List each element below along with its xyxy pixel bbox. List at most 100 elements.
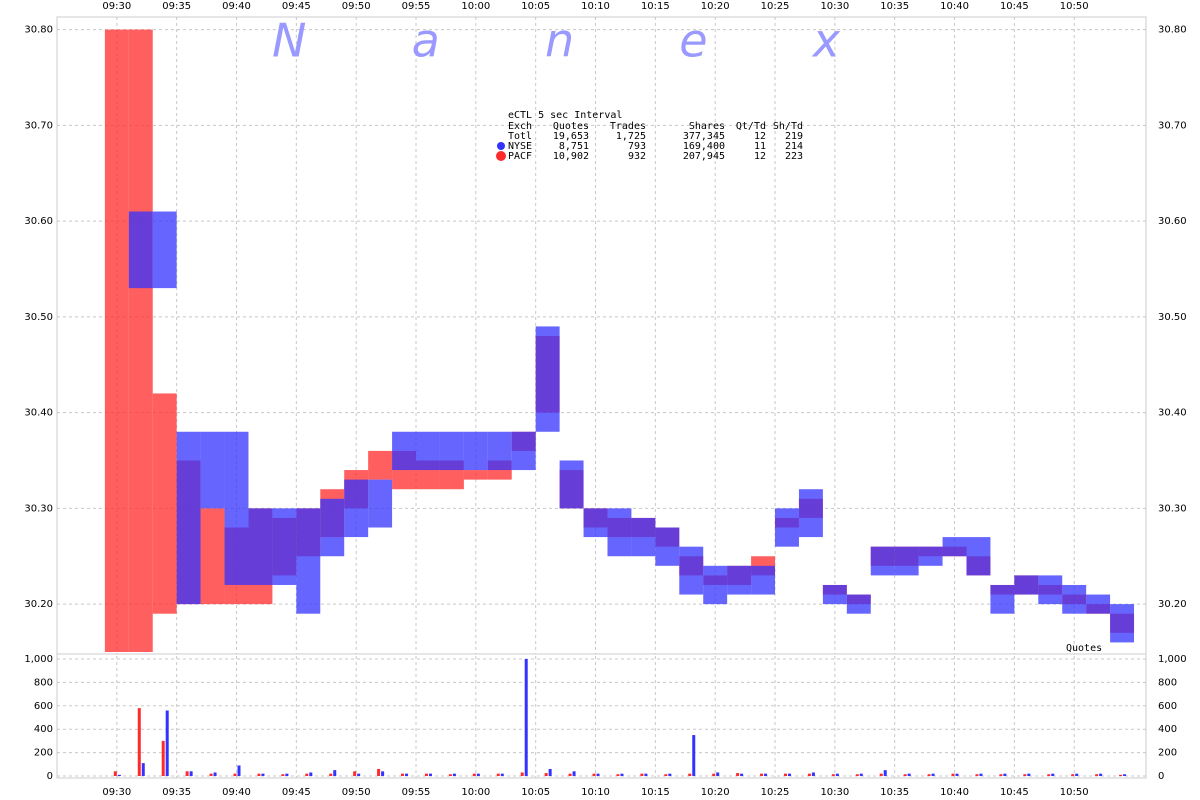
table-header: Qt/Td [736,121,766,132]
legend-label: PACF [508,151,532,162]
x-tick-label: 10:05 [521,1,550,12]
table-cell: 11 [754,141,766,152]
volume-bar [452,773,456,776]
volume-bar [257,773,261,776]
quote-range [511,431,536,471]
table-header: Exch [508,121,532,132]
table-cell: 214 [785,141,803,152]
volume-bar [568,773,572,776]
volume-bar [165,710,169,776]
quote-range [200,431,225,509]
volume-bar [688,773,692,776]
quote-range [272,508,297,585]
quote-range [224,431,249,585]
watermark: N a n e x [272,14,841,68]
volume-bar [764,773,768,776]
x-tick-label: 10:25 [761,787,790,798]
table-cell: 223 [785,151,803,162]
x-tick-label: 09:35 [162,787,191,798]
quote-range [104,29,129,653]
legend-marker [496,151,506,161]
quote-range [918,546,943,566]
quote-range [727,565,752,595]
y-tick-label: 30.80 [24,25,53,36]
quote-range [1062,584,1087,614]
x-tick-label: 09:40 [222,787,251,798]
volume-bar [213,772,217,776]
volume-bar [736,773,740,776]
quote-range [320,498,345,557]
volume-bar [1051,773,1055,776]
table-header: Quotes [553,121,589,132]
x-tick-label: 09:35 [162,1,191,12]
quote-range [775,508,799,547]
x-tick-label: 10:40 [940,787,969,798]
volume-bar [209,773,213,776]
table-cell: Totl [508,131,532,142]
x-tick-label: 10:20 [701,787,730,798]
x-tick-label: 10:15 [641,1,670,12]
volume-bar [405,773,409,776]
volume-bar [544,773,548,776]
x-tick-label: 09:30 [102,787,131,798]
volume-bar [1003,773,1007,776]
volume-bar [879,773,883,776]
table-cell: 219 [785,131,803,142]
quote-range [487,431,512,471]
x-tick-label: 10:00 [461,787,490,798]
quote-range [344,479,369,538]
y-tick-label-right: 1,000 [1158,654,1187,665]
y-tick-label-right: 30.40 [1158,408,1187,419]
y-tick-label: 0 [47,771,53,782]
volume-bar [524,659,528,776]
x-tick-label: 10:45 [1000,1,1029,12]
volume-bar [640,773,644,776]
quote-range [463,470,488,480]
plot-frame [56,653,1147,779]
quote-range [368,450,393,480]
volume-bar [592,773,596,776]
y-tick-label: 30.50 [24,312,53,323]
volume-bar [424,773,428,776]
volume-bar [831,774,835,776]
quote-range [1038,575,1063,605]
x-tick-label: 10:35 [880,787,909,798]
volume-bar [381,771,385,776]
y-tick-label: 600 [34,701,53,712]
annotation: Quotes [1066,643,1102,654]
quote-range [128,29,153,653]
volume-bar [428,773,432,776]
y-tick-label-right: 30.50 [1158,312,1187,323]
y-tick-label: 800 [34,677,53,688]
volume-bar [783,773,787,776]
quote-range [535,326,560,432]
table-cell: 12 [754,151,766,162]
quote-range [200,508,225,605]
volume-bar [137,708,141,776]
volume-bar [644,773,648,776]
volume-bar [113,771,117,776]
quote-range [439,431,464,471]
quote-range [296,508,321,614]
table-cell: 10,902 [553,151,589,162]
x-tick-label: 10:40 [940,1,969,12]
table-cell: 1,725 [616,131,646,142]
quote-range [655,527,680,566]
volume-bar [548,768,552,776]
volume-bar [161,740,165,776]
quote-range [679,546,704,595]
y-tick-label-right: 800 [1158,677,1177,688]
y-tick-label: 1,000 [24,654,53,665]
volume-bar [760,773,764,776]
volume-bar [285,773,289,776]
x-tick-label: 09:45 [282,1,311,12]
volume-bar [496,773,500,776]
table-title: eCTL 5 sec Interval [508,110,622,121]
volume-bar [377,768,381,776]
volume-bar [520,772,524,776]
x-tick-label: 10:15 [641,787,670,798]
volume-bar [1047,774,1051,776]
quote-range [798,489,823,538]
volume-bar [476,773,480,776]
volume-bar [855,774,859,776]
